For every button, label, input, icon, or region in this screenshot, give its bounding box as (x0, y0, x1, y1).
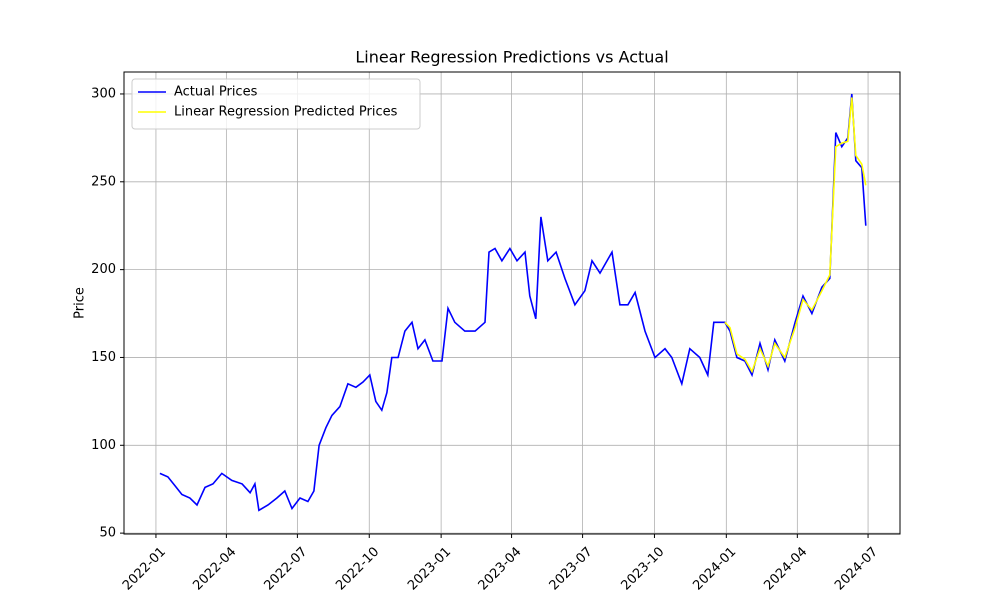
x-tick-label: 2023-10 (618, 544, 667, 593)
y-tick-label: 150 (91, 350, 116, 365)
x-tick-label: 2022-10 (333, 544, 382, 593)
x-tick-label: 2022-04 (190, 544, 239, 593)
x-tick-label: 2024-07 (832, 544, 881, 593)
x-tick-label: 2022-01 (120, 544, 169, 593)
x-tick-label: 2023-01 (405, 544, 454, 593)
line-series (724, 97, 867, 374)
y-tick-label: 250 (91, 174, 116, 189)
legend-label: Actual Prices (174, 85, 258, 100)
y-tick-label: 300 (91, 86, 116, 101)
plot-frame (123, 71, 901, 535)
y-tick-label: 50 (99, 526, 116, 541)
legend-box (131, 78, 421, 130)
x-tick-label: 2023-04 (476, 544, 525, 593)
y-tick-label: 200 (91, 262, 116, 277)
y-tick-label: 100 (91, 438, 116, 453)
legend: Actual Prices Linear Regression Predicted… (131, 78, 421, 130)
line-series (159, 93, 867, 512)
chart-title: Linear Regression Predictions vs Actual (355, 48, 668, 67)
y-axis-label: Price (73, 287, 88, 319)
x-tick-label: 2024-04 (761, 544, 810, 593)
x-tick-label: 2023-07 (547, 544, 596, 593)
x-tick-label: 2022-07 (261, 544, 310, 593)
x-tick-label: 2024-01 (690, 544, 739, 593)
legend-label: Linear Regression Predicted Prices (174, 105, 398, 120)
